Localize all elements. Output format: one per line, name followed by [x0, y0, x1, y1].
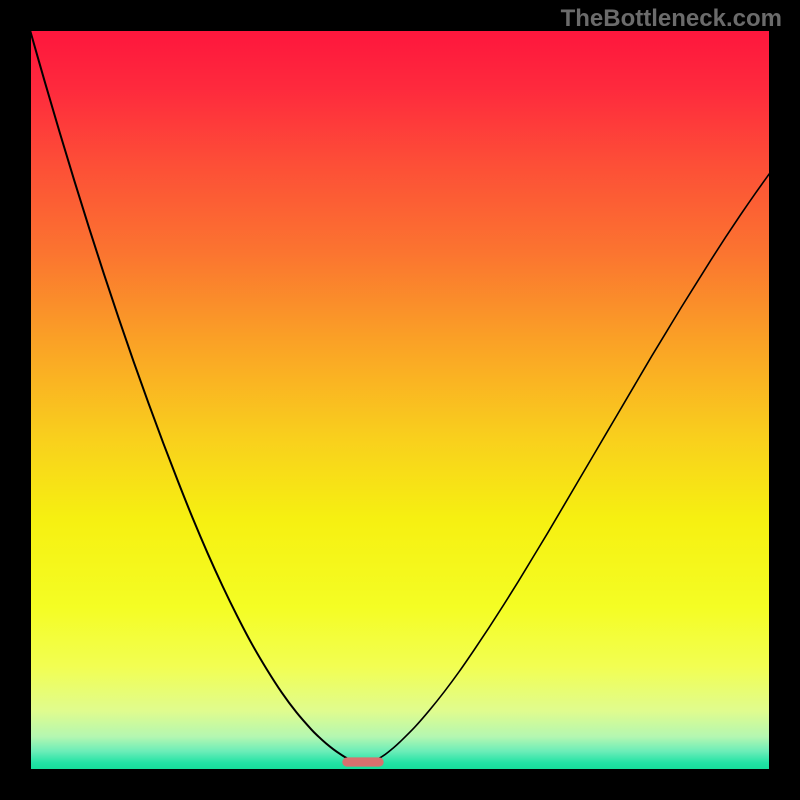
chart-svg	[0, 0, 800, 800]
plot-background	[30, 30, 770, 770]
watermark-text: TheBottleneck.com	[561, 5, 782, 33]
bottleneck-marker	[342, 757, 383, 766]
chart-container: TheBottleneck.com	[0, 0, 800, 800]
